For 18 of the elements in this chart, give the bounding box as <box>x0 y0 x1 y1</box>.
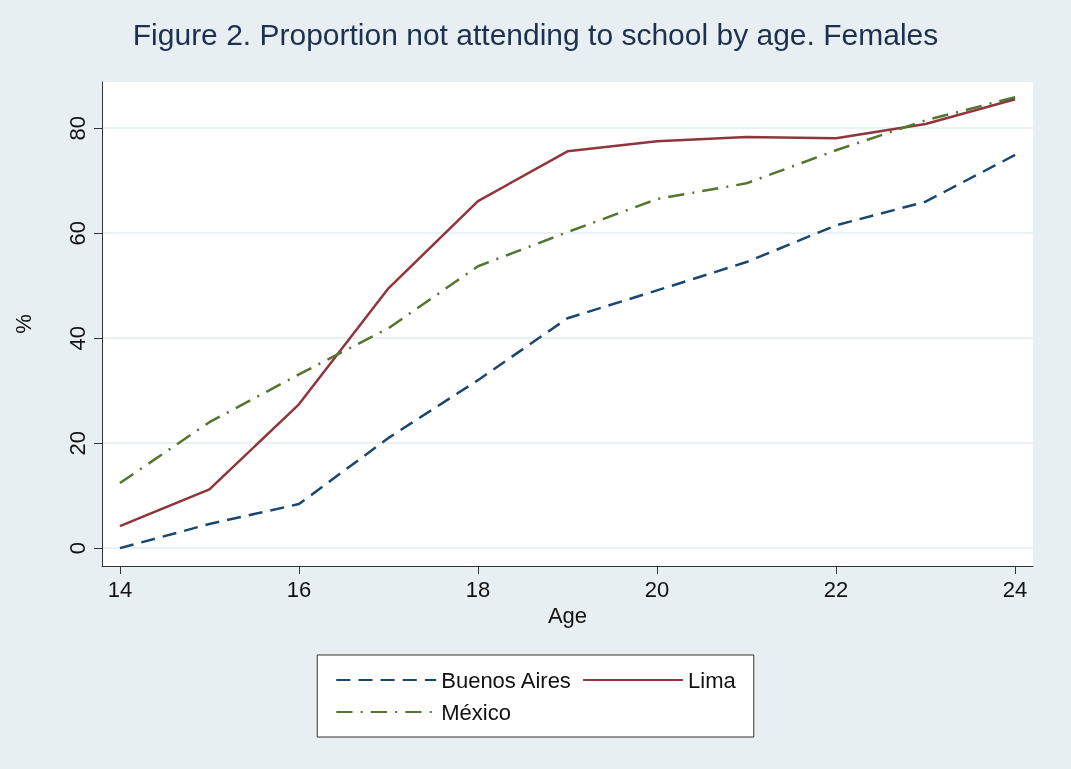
x-axis-title: Age <box>547 603 588 629</box>
y-tick-label: 80 <box>64 115 90 141</box>
y-axis-title: % <box>10 314 36 334</box>
y-tick-label: 20 <box>64 430 90 456</box>
x-tick-label: 18 <box>465 576 491 602</box>
chart-title: Figure 2. Proportion not attending to school by age. Females <box>132 17 939 51</box>
x-tick-label: 14 <box>107 576 133 602</box>
x-tick-label: 22 <box>823 576 849 602</box>
x-tick-label: 24 <box>1002 576 1028 602</box>
y-tick-label: 40 <box>64 325 90 351</box>
x-tick-label: 20 <box>644 576 670 602</box>
y-tick-label: 60 <box>64 220 90 246</box>
legend-label: Buenos Aires <box>441 667 571 693</box>
line-series <box>118 153 1017 550</box>
y-tick-label: 0 <box>64 542 90 555</box>
x-tick-label: 16 <box>286 576 312 602</box>
legend-label: Lima <box>688 667 737 693</box>
legend-label: México <box>441 699 511 725</box>
